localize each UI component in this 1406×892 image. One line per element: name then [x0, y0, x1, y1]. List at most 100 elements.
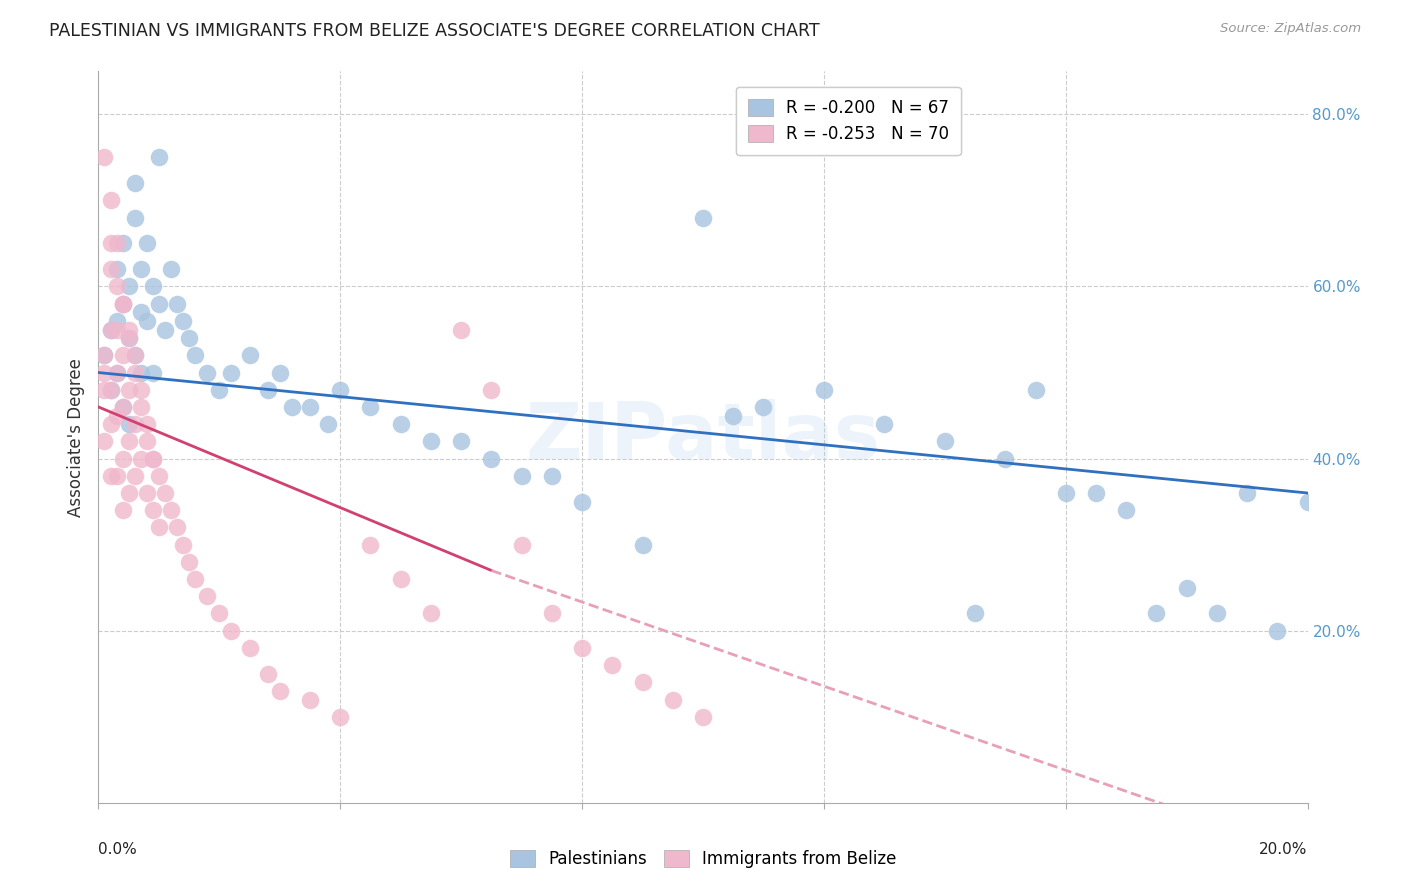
Point: [195, 366, 218, 380]
Point: [142, 503, 165, 517]
Point: [129, 262, 152, 277]
Point: [299, 692, 322, 706]
Point: [105, 322, 128, 336]
Point: [93, 348, 115, 362]
Point: [135, 417, 157, 432]
Text: 20.0%: 20.0%: [1260, 842, 1308, 856]
Point: [1236, 486, 1258, 500]
Point: [1085, 486, 1108, 500]
Point: [118, 331, 141, 345]
Point: [124, 366, 146, 380]
Point: [389, 417, 412, 432]
Point: [631, 538, 654, 552]
Point: [100, 383, 122, 397]
Point: [100, 383, 122, 397]
Point: [510, 538, 533, 552]
Point: [118, 331, 141, 345]
Point: [602, 658, 624, 673]
Point: [111, 296, 134, 310]
Point: [994, 451, 1017, 466]
Point: [129, 305, 152, 319]
Point: [105, 468, 128, 483]
Point: [111, 236, 134, 251]
Point: [1054, 486, 1077, 500]
Point: [571, 494, 593, 508]
Point: [166, 296, 188, 310]
Point: [118, 322, 141, 336]
Point: [105, 366, 128, 380]
Point: [166, 520, 188, 534]
Point: [661, 692, 683, 706]
Point: [111, 296, 134, 310]
Point: [111, 400, 134, 414]
Legend: R = -0.200   N = 67, R = -0.253   N = 70: R = -0.200 N = 67, R = -0.253 N = 70: [735, 87, 960, 155]
Point: [124, 468, 146, 483]
Point: [148, 468, 170, 483]
Point: [269, 684, 291, 698]
Point: [692, 710, 714, 724]
Text: PALESTINIAN VS IMMIGRANTS FROM BELIZE ASSOCIATE'S DEGREE CORRELATION CHART: PALESTINIAN VS IMMIGRANTS FROM BELIZE AS…: [49, 22, 820, 40]
Point: [105, 314, 128, 328]
Point: [105, 366, 128, 380]
Point: [142, 279, 165, 293]
Point: [111, 400, 134, 414]
Point: [450, 322, 472, 336]
Point: [111, 503, 134, 517]
Point: [124, 417, 146, 432]
Point: [135, 434, 157, 449]
Point: [1115, 503, 1137, 517]
Point: [142, 451, 165, 466]
Point: [172, 538, 194, 552]
Point: [100, 194, 122, 208]
Point: [420, 607, 443, 621]
Point: [160, 503, 183, 517]
Point: [93, 434, 115, 449]
Point: [256, 383, 278, 397]
Point: [148, 150, 170, 164]
Point: [135, 236, 157, 251]
Point: [389, 572, 412, 586]
Point: [208, 607, 231, 621]
Point: [100, 322, 122, 336]
Point: [118, 417, 141, 432]
Point: [540, 607, 562, 621]
Point: [752, 400, 775, 414]
Point: [481, 451, 503, 466]
Point: [934, 434, 956, 449]
Point: [510, 468, 533, 483]
Point: [329, 710, 352, 724]
Point: [1267, 624, 1289, 638]
Point: [124, 176, 146, 190]
Point: [179, 331, 201, 345]
Text: ZIPatlas: ZIPatlas: [526, 399, 880, 475]
Point: [100, 236, 122, 251]
Point: [153, 322, 176, 336]
Point: [93, 366, 115, 380]
Point: [360, 400, 382, 414]
Point: [450, 434, 472, 449]
Point: [100, 262, 122, 277]
Point: [316, 417, 339, 432]
Point: [105, 409, 128, 423]
Point: [873, 417, 896, 432]
Point: [329, 383, 352, 397]
Point: [269, 366, 291, 380]
Point: [135, 314, 157, 328]
Point: [965, 607, 987, 621]
Point: [129, 366, 152, 380]
Point: [160, 262, 183, 277]
Point: [118, 279, 141, 293]
Point: [93, 150, 115, 164]
Point: [93, 383, 115, 397]
Point: [360, 538, 382, 552]
Point: [111, 348, 134, 362]
Point: [1206, 607, 1229, 621]
Point: [1175, 581, 1198, 595]
Point: [135, 486, 157, 500]
Point: [118, 383, 141, 397]
Point: [153, 486, 176, 500]
Point: [142, 451, 165, 466]
Point: [221, 366, 243, 380]
Point: [281, 400, 304, 414]
Point: [172, 314, 194, 328]
